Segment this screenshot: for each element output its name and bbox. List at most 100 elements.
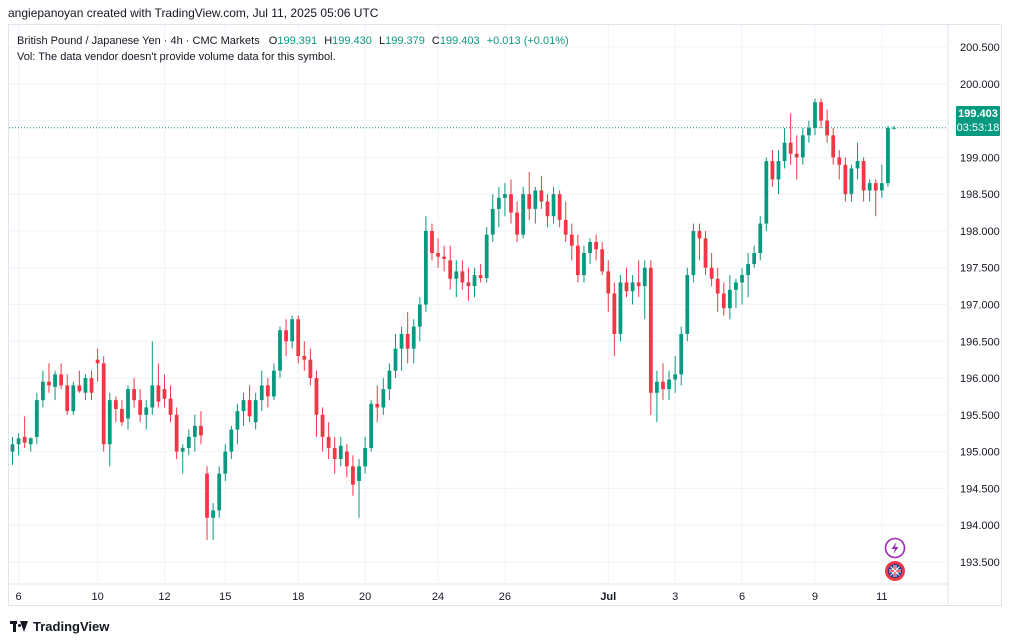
candle-body: [83, 378, 88, 393]
candle-body: [697, 230, 702, 239]
candle-body: [679, 333, 684, 375]
legend-high: 199.430: [332, 35, 372, 47]
time-axis: 6 10 12 15 18 20 24 26 Jul 3 6 9 11: [16, 591, 888, 603]
legend-close: 199.403: [439, 35, 480, 47]
candle-body: [290, 319, 295, 342]
tradingview-logo-icon: [10, 621, 28, 632]
candle-body: [879, 183, 884, 191]
candle-body: [569, 234, 574, 246]
candle-body: [551, 194, 556, 217]
candle-body: [259, 385, 264, 401]
legend-close-label: C: [431, 35, 440, 47]
lightning-icon[interactable]: [883, 536, 907, 560]
candle-body: [685, 275, 690, 334]
candle-body: [65, 385, 70, 412]
candle-body: [272, 370, 276, 397]
candle-body: [16, 438, 21, 445]
candle-body: [150, 385, 155, 408]
candle-body: [460, 271, 465, 283]
candle-body: [849, 168, 854, 195]
candle-body: [120, 408, 124, 423]
candle-body: [770, 161, 775, 180]
candle-body: [624, 282, 629, 292]
candle-body: [788, 142, 793, 154]
candle-body: [77, 385, 82, 392]
chart-grid: [9, 25, 949, 604]
candle-body: [53, 374, 57, 387]
x-tick-label: 3: [672, 591, 678, 603]
x-tick-label: 6: [739, 591, 745, 603]
candle-body: [557, 194, 562, 220]
candle-body: [837, 157, 842, 165]
candle-body: [582, 253, 586, 276]
candle-body: [673, 374, 678, 380]
candle-body: [113, 400, 118, 409]
candle-body: [344, 451, 349, 467]
candle-body: [472, 275, 477, 287]
candle-body: [612, 293, 617, 334]
candle-body: [265, 385, 270, 397]
candle-body: [211, 510, 216, 518]
candle-body: [41, 381, 45, 401]
candle-body: [794, 153, 799, 158]
y-tick-label: 194.000: [960, 520, 1000, 532]
x-tick-label: Jul: [600, 591, 616, 603]
candle-body: [235, 411, 240, 430]
candle-body: [813, 102, 817, 128]
candle-body: [691, 230, 696, 276]
candle-body: [95, 359, 100, 364]
candle-body: [144, 407, 149, 415]
candles-group: [10, 98, 896, 540]
candle-body: [393, 348, 398, 371]
candle-body: [381, 389, 386, 408]
chart-credit: angiepanoyan created with TradingView.co…: [8, 6, 379, 20]
candle-body: [831, 135, 836, 158]
candle-body: [527, 194, 532, 209]
candle-body: [764, 161, 769, 224]
y-tick-label: 193.500: [960, 557, 1000, 569]
y-tick-label: 199.000: [960, 152, 1000, 164]
candle-body: [721, 293, 726, 309]
candle-body: [387, 370, 392, 390]
candle-body: [363, 447, 367, 467]
candle-body: [314, 378, 319, 415]
y-tick-label: 195.500: [960, 410, 1000, 422]
candle-body: [338, 445, 343, 459]
candle-body: [332, 447, 337, 459]
candle-body: [424, 230, 428, 305]
candle-body: [855, 161, 860, 169]
candle-body: [247, 400, 252, 417]
chart-legend: British Pound / Japanese Yen · 4h · CMC …: [17, 33, 569, 65]
chart-frame[interactable]: [8, 24, 1002, 606]
legend-volume-note: Vol: The data vendor doesn't provide vol…: [17, 51, 336, 63]
candle-body: [800, 135, 805, 158]
candle-body: [873, 183, 878, 191]
candle-body: [575, 245, 580, 276]
candle-body: [655, 381, 659, 393]
last-price-value: 199.403: [958, 108, 998, 120]
candle-body: [442, 256, 447, 259]
candle-body: [126, 389, 130, 419]
candle-body: [539, 190, 544, 202]
candle-body: [545, 201, 550, 217]
candle-body: [22, 436, 27, 443]
x-tick-label: 20: [359, 591, 371, 603]
candle-body: [138, 400, 143, 415]
candle-body: [618, 282, 623, 334]
candle-body: [746, 264, 750, 276]
candle-body: [10, 444, 15, 452]
candle-body: [192, 425, 197, 437]
brand-name: TradingView: [33, 619, 110, 634]
y-tick-label: 197.500: [960, 263, 1000, 275]
candle-body: [47, 381, 51, 386]
candle-body: [715, 278, 720, 294]
tradingview-brand[interactable]: TradingView: [10, 619, 109, 634]
uk-flag-icon[interactable]: [883, 559, 907, 583]
candle-body: [703, 238, 708, 268]
candle-body: [411, 326, 416, 349]
y-tick-label: 198.000: [960, 226, 1000, 238]
candle-body: [503, 194, 507, 198]
candle-body: [132, 389, 136, 401]
candle-body: [807, 127, 811, 136]
